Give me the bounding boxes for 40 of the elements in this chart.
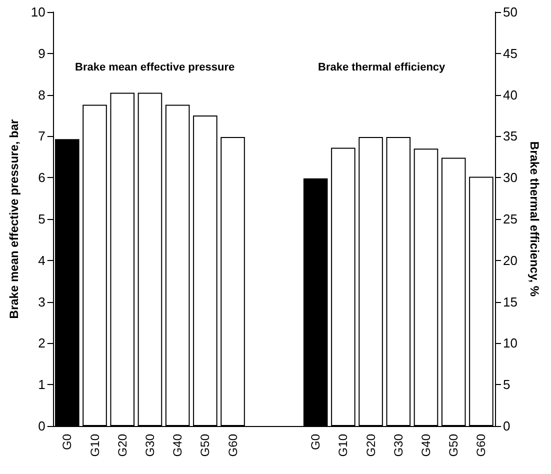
- annotation: Brake thermal efficiency: [318, 62, 446, 74]
- y-axis-title: Brake mean effective pressure, bar: [7, 118, 21, 319]
- y2-axis-title: Brake thermal efficiency, %: [527, 141, 542, 297]
- x-tick-label: G30: [142, 434, 157, 457]
- x-tick-label: G60: [226, 434, 240, 457]
- y-tick-label: 5: [38, 212, 46, 226]
- x-tick-label: G40: [170, 434, 185, 457]
- y2-tick-label: 40: [503, 87, 518, 102]
- y-tick-label: 0: [38, 418, 46, 434]
- y-tick-label: 2: [38, 336, 46, 351]
- y-tick-label: 9: [38, 46, 46, 61]
- y2-tick-label: 20: [503, 252, 518, 268]
- x-tick-label: G20: [115, 434, 130, 457]
- x-tick-label: G10: [336, 434, 350, 457]
- y-tick-label: 3: [38, 294, 46, 310]
- x-tick-label: G0: [308, 434, 323, 450]
- y-tick-label: 8: [38, 87, 46, 102]
- y2-tick-label: 35: [503, 128, 518, 144]
- y2-tick-label: 45: [503, 46, 518, 61]
- x-tick-label: G20: [364, 434, 378, 457]
- x-tick-label: G0: [60, 434, 74, 450]
- y-tick-label: 7: [38, 128, 46, 144]
- annotation: Brake mean effective pressure: [75, 62, 235, 74]
- y2-tick-label: 0: [503, 418, 510, 434]
- y2-tick-label: 25: [503, 212, 518, 226]
- x-tick-label: G50: [198, 434, 212, 457]
- y-tick-label: 1: [38, 377, 46, 392]
- x-tick-label: G30: [391, 434, 406, 457]
- y2-tick-label: 5: [503, 377, 510, 392]
- y2-tick-label: 10: [503, 336, 518, 351]
- y2-tick-label: 15: [503, 294, 518, 310]
- x-tick-label: G50: [446, 434, 461, 457]
- x-tick-label: G60: [474, 434, 488, 457]
- y-tick-label: 4: [38, 252, 46, 268]
- y-tick-label: 10: [30, 4, 46, 20]
- x-tick-label: G40: [418, 434, 433, 457]
- x-tick-label: G10: [88, 434, 102, 457]
- y2-tick-label: 50: [503, 4, 518, 20]
- y-tick-label: 6: [38, 170, 46, 186]
- y2-tick-label: 30: [503, 170, 518, 186]
